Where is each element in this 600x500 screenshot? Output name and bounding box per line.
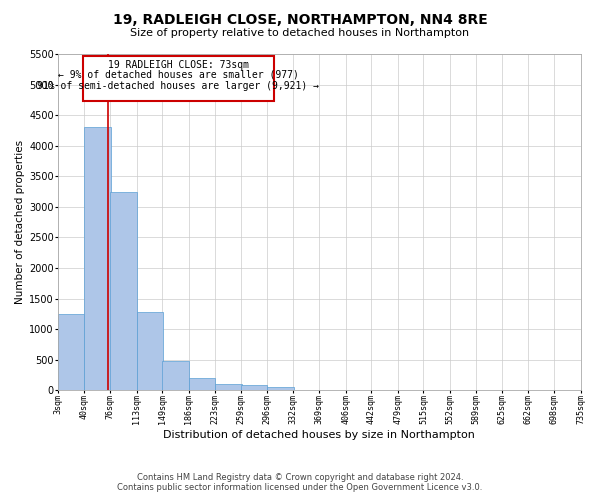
Bar <box>267 386 293 390</box>
Bar <box>85 128 111 390</box>
Text: 91% of semi-detached houses are larger (9,921) →: 91% of semi-detached houses are larger (… <box>37 81 319 91</box>
Text: ← 9% of detached houses are smaller (977): ← 9% of detached houses are smaller (977… <box>58 70 299 80</box>
Bar <box>137 312 163 390</box>
Text: Contains HM Land Registry data © Crown copyright and database right 2024.
Contai: Contains HM Land Registry data © Crown c… <box>118 473 482 492</box>
Text: Size of property relative to detached houses in Northampton: Size of property relative to detached ho… <box>130 28 470 38</box>
Text: 19, RADLEIGH CLOSE, NORTHAMPTON, NN4 8RE: 19, RADLEIGH CLOSE, NORTHAMPTON, NN4 8RE <box>113 12 487 26</box>
Bar <box>110 192 137 390</box>
Text: 19 RADLEIGH CLOSE: 73sqm: 19 RADLEIGH CLOSE: 73sqm <box>108 60 249 70</box>
X-axis label: Distribution of detached houses by size in Northampton: Distribution of detached houses by size … <box>163 430 475 440</box>
Y-axis label: Number of detached properties: Number of detached properties <box>15 140 25 304</box>
Bar <box>188 378 215 390</box>
Bar <box>162 361 188 390</box>
Bar <box>83 56 274 101</box>
Bar <box>58 314 85 390</box>
Bar <box>215 384 242 390</box>
Bar <box>241 386 267 390</box>
